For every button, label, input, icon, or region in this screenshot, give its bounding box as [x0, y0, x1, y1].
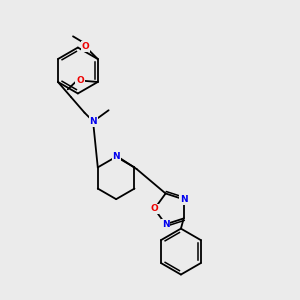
Text: O: O [151, 204, 158, 213]
Text: N: N [180, 195, 188, 204]
Text: O: O [76, 76, 84, 85]
Text: N: N [162, 220, 170, 229]
Text: N: N [112, 152, 120, 161]
Text: N: N [89, 117, 97, 126]
Text: O: O [82, 42, 89, 51]
